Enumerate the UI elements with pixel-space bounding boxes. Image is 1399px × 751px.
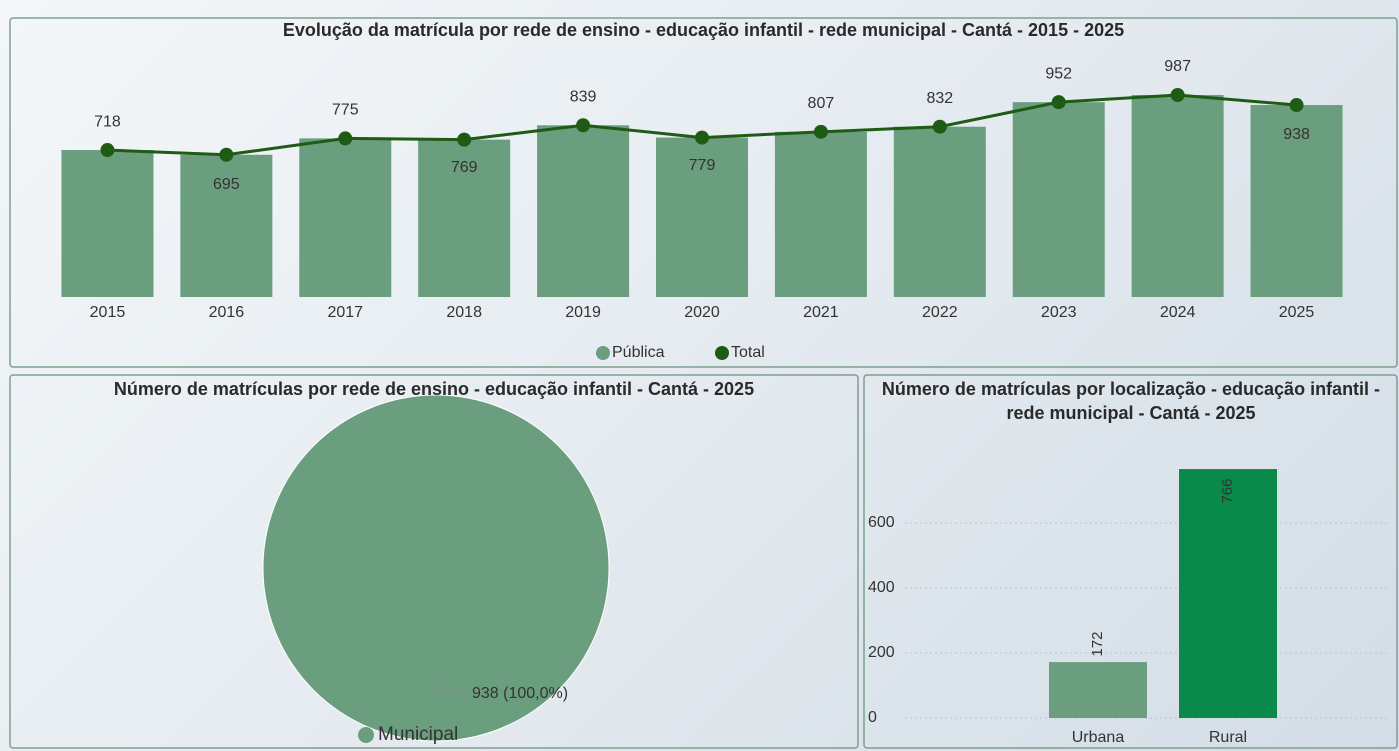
y-tick-label: 600 — [868, 514, 895, 531]
panel — [9, 374, 859, 749]
legend-label: Municipal — [378, 724, 458, 745]
bar — [180, 154, 273, 297]
y-tick-label: 200 — [868, 644, 895, 661]
data-label: 839 — [570, 89, 597, 106]
chart-title: Número de matrículas por rede de ensino … — [113, 379, 755, 399]
data-label: 695 — [213, 176, 240, 193]
point — [338, 131, 353, 146]
bar — [1250, 105, 1343, 297]
bar — [299, 138, 392, 297]
bar — [893, 126, 986, 298]
data-label: 832 — [926, 90, 953, 107]
panel — [9, 17, 1398, 368]
x-tick-label: 2018 — [446, 304, 482, 321]
x-tick-label: 2022 — [922, 304, 958, 321]
point — [695, 130, 709, 145]
data-label: 172 — [1089, 632, 1106, 657]
legend-swatch — [715, 346, 729, 360]
x-tick-label: 2021 — [803, 304, 839, 321]
point — [1170, 88, 1185, 102]
data-label: 938 (100,0%) — [472, 685, 568, 702]
pie-slice — [262, 394, 610, 742]
data-label: 952 — [1045, 65, 1072, 82]
x-tick-label: 2024 — [1160, 304, 1196, 321]
data-label: 938 — [1283, 126, 1310, 143]
y-tick-label: 400 — [868, 579, 895, 596]
bar — [537, 125, 630, 297]
x-tick-label: 2015 — [90, 304, 126, 321]
point — [1289, 98, 1304, 113]
data-label: 987 — [1164, 58, 1191, 75]
data-label: 769 — [451, 159, 478, 176]
point — [457, 132, 472, 147]
data-label: 807 — [808, 95, 835, 112]
data-label: 718 — [94, 113, 121, 130]
bar — [1012, 102, 1105, 298]
panel — [863, 374, 1398, 749]
point — [100, 143, 115, 158]
bar — [1179, 469, 1277, 718]
x-tick-label: 2025 — [1279, 304, 1315, 321]
legend-label: Total — [731, 344, 765, 361]
bar — [61, 150, 154, 297]
point — [576, 118, 591, 133]
chart-title: Evolução da matrícula por rede de ensino… — [282, 20, 1125, 40]
x-tick-label: 2017 — [327, 304, 363, 321]
point — [1051, 95, 1066, 110]
data-label: 766 — [1219, 479, 1236, 504]
x-tick-label: Rural — [1209, 729, 1247, 746]
bar — [1049, 662, 1147, 718]
point — [813, 124, 828, 139]
legend-swatch — [596, 346, 610, 360]
legend-swatch — [358, 727, 374, 743]
bar — [656, 137, 748, 297]
x-tick-label: 2023 — [1041, 304, 1077, 321]
leader-line — [434, 684, 465, 694]
bar — [1131, 95, 1224, 297]
x-tick-label: 2020 — [684, 304, 720, 321]
point — [219, 147, 234, 162]
point — [932, 119, 947, 134]
y-tick-label: 0 — [868, 709, 877, 726]
x-tick-label: 2016 — [209, 304, 245, 321]
x-tick-label: 2019 — [565, 304, 601, 321]
bar — [774, 131, 867, 297]
chart-title: Número de matrículas por localização - e… — [881, 379, 1381, 423]
x-tick-label: Urbana — [1072, 729, 1125, 746]
legend-label: Pública — [612, 344, 665, 361]
bar — [418, 139, 511, 297]
data-label: 775 — [332, 102, 359, 119]
data-label: 779 — [689, 157, 716, 174]
